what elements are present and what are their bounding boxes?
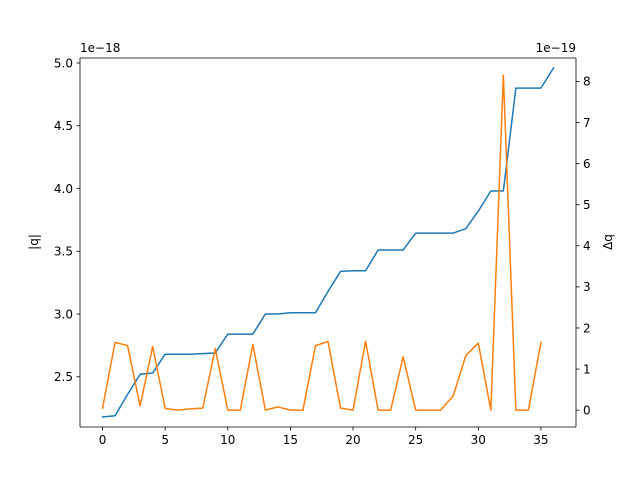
x-tick-label: 25 xyxy=(408,433,423,447)
series-line-delta-q xyxy=(101,74,542,411)
series-layer xyxy=(101,67,555,418)
right-y-axis: 0 1 2 3 4 5 6 7 8 xyxy=(576,75,591,417)
x-tick-label: 0 xyxy=(99,433,107,447)
right-y-tick-label: 8 xyxy=(583,75,591,89)
right-y-tick-label: 4 xyxy=(583,239,591,253)
left-y-tick-label: 4.5 xyxy=(54,119,73,133)
left-y-tick-label: 2.5 xyxy=(54,370,73,384)
left-y-axis: 2.5 3.0 3.5 4.0 4.5 5.0 xyxy=(54,56,80,384)
x-tick-label: 5 xyxy=(161,433,169,447)
x-tick-label: 10 xyxy=(220,433,235,447)
left-y-tick-label: 4.0 xyxy=(54,182,73,196)
left-axis-offset-text: 1e−18 xyxy=(80,41,120,55)
right-axis-offset-text: 1e−19 xyxy=(536,41,576,55)
x-axis: 0 5 10 15 20 25 30 35 xyxy=(99,427,549,447)
series-line-q-magnitude xyxy=(101,67,555,418)
left-y-tick-label: 5.0 xyxy=(54,56,73,70)
x-tick-label: 20 xyxy=(345,433,360,447)
x-tick-label: 35 xyxy=(533,433,548,447)
x-tick-label: 15 xyxy=(283,433,298,447)
right-y-tick-label: 7 xyxy=(583,116,591,130)
right-y-tick-label: 6 xyxy=(583,157,591,171)
left-y-tick-label: 3.5 xyxy=(54,245,73,259)
right-y-tick-label: 1 xyxy=(583,362,591,376)
x-tick-label: 30 xyxy=(471,433,486,447)
right-y-tick-label: 3 xyxy=(583,280,591,294)
axes-frame xyxy=(79,57,577,428)
right-y-tick-label: 2 xyxy=(583,321,591,335)
plot-area xyxy=(80,58,576,427)
left-y-tick-label: 3.0 xyxy=(54,307,73,321)
right-y-tick-label: 5 xyxy=(583,198,591,212)
right-y-tick-label: 0 xyxy=(583,403,591,417)
right-axis-label: Δq xyxy=(601,234,615,250)
left-axis-label: |q| xyxy=(27,234,41,250)
